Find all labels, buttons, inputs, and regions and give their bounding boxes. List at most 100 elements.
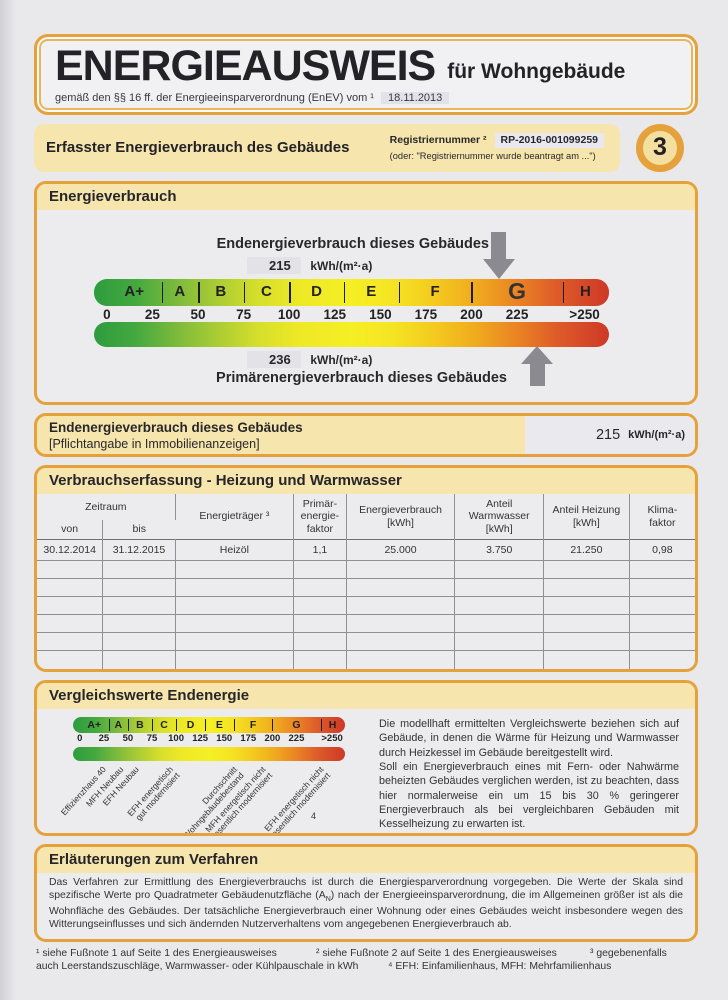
- table-cell: [293, 578, 347, 598]
- band-divider: [152, 718, 154, 731]
- band-divider: [204, 718, 206, 731]
- rating-letter-H: H: [328, 718, 337, 731]
- scale-tick: 0: [103, 306, 111, 322]
- scale-tick: 25: [98, 732, 110, 744]
- table-cell: [37, 650, 104, 669]
- table-cell: [174, 650, 295, 669]
- table-col-header: Primär- energie- faktor: [293, 493, 347, 540]
- table-col-header: Energieträger ³: [175, 493, 295, 540]
- col-header-zeitraum: Zeitraum: [37, 493, 176, 520]
- law-date: 18.11.2013: [381, 91, 450, 104]
- rating-letter-A: A: [114, 718, 123, 731]
- band-divider: [343, 281, 346, 303]
- page-title-suffix: für Wohngebäude: [447, 59, 626, 83]
- band-divider: [562, 281, 565, 303]
- table-cell: 1,1: [293, 539, 347, 562]
- mandatory-line2: [Pflichtangabe in Immobilienanzeigen]: [49, 436, 260, 451]
- scale-tick: 125: [192, 732, 209, 744]
- scale-tick: 150: [216, 732, 233, 744]
- rating-tick-row: 0 25 50 75 100 125 150 175 200 225 >250: [94, 306, 609, 322]
- rating-letter-E: E: [366, 283, 377, 301]
- scale-tick: 50: [190, 306, 206, 322]
- end-energy-arrow-down-icon: [482, 231, 515, 279]
- table-cell: [454, 632, 545, 652]
- rating-lower-bar: [94, 321, 609, 347]
- scale-tick: 175: [240, 732, 257, 744]
- end-energy-label: Endenergieverbrauch dieses Gebäudes: [216, 235, 489, 252]
- section-banner: Erfasster Energieverbrauch des Gebäudes …: [34, 123, 620, 172]
- table-cell: [37, 596, 104, 616]
- table-row: [37, 578, 695, 598]
- table-cell: 30.12.2014: [37, 539, 104, 562]
- primary-energy-unit: kWh/(m²·a): [310, 352, 373, 367]
- comparison-lower-bar: [73, 746, 345, 761]
- table-cell: [293, 632, 347, 652]
- table-cell: [454, 614, 545, 634]
- table-cell: [102, 596, 176, 616]
- table-cell: 31.12.2015: [102, 539, 176, 562]
- table-cell: [102, 614, 176, 634]
- table-cell: [37, 560, 104, 580]
- scale-tick: 100: [277, 306, 301, 322]
- band-divider: [289, 281, 291, 303]
- table-cell: [345, 632, 456, 652]
- table-cell: [543, 650, 630, 669]
- comparison-benchmark-labels: 4 Effizienzhaus 40 MFH Neubau EFH Neubau EF…: [59, 761, 345, 833]
- table-cell: [628, 596, 695, 616]
- table-cell: [628, 560, 695, 580]
- comparison-explanation-text: Die modellhaft ermittelten Vergleichswer…: [369, 717, 683, 831]
- rating-letter-C: C: [160, 718, 168, 731]
- table-cell: [37, 614, 104, 634]
- table-cell: [345, 596, 456, 616]
- mandatory-value: 215: [595, 426, 621, 443]
- table-cell: [37, 632, 104, 652]
- col-header-bis: bis: [132, 523, 146, 536]
- comparison-band-bar: A+ A B C D E F G H: [73, 716, 345, 733]
- scale-tick: 0: [77, 732, 83, 744]
- comparison-scale-area: A+ A B C D E F G H 0 25 50 75 100 125 150 175 200 225 >250…: [57, 716, 369, 833]
- registry-alt-text: (oder: "Registriernummer wurde beantragt…: [389, 150, 596, 161]
- primary-energy-value: 236: [247, 350, 301, 368]
- band-divider: [233, 718, 235, 731]
- band-divider: [176, 718, 178, 731]
- table-row: [37, 650, 695, 669]
- table-cell: [174, 578, 295, 598]
- table-cell: [293, 596, 347, 616]
- band-divider: [272, 718, 274, 731]
- band-divider: [471, 281, 473, 303]
- table-row: [37, 560, 695, 580]
- table-cell: [543, 560, 630, 580]
- scale-tick: 225: [288, 732, 305, 744]
- scale-tick: 175: [414, 306, 438, 322]
- comparison-paragraph-1: Die modellhaft ermittelten Vergleichswer…: [379, 717, 679, 759]
- law-reference-line: gemäß den §§ 16 ff. der Energieeinsparve…: [55, 91, 677, 104]
- registry-value: RP-2016-001099259: [494, 133, 604, 148]
- explanation-subscript: N: [325, 896, 331, 904]
- mandatory-line1: Endenergieverbrauch dieses Gebäudes: [49, 419, 303, 435]
- table-cell: [543, 596, 630, 616]
- rating-letter-D: D: [311, 283, 322, 301]
- table-cell: [345, 560, 456, 580]
- table-cell: 25.000: [345, 539, 456, 562]
- table-cell: [293, 614, 347, 634]
- scale-tick: 150: [369, 306, 392, 322]
- law-reference-text: gemäß den §§ 16 ff. der Energieeinsparve…: [55, 91, 374, 104]
- explanation-section: Erläuterungen zum Verfahren Das Verfahre…: [34, 843, 698, 942]
- primary-energy-value-row: 236 kWh/(m²·a): [247, 350, 373, 368]
- rating-letter-G: G: [292, 718, 301, 731]
- table-row: [37, 614, 695, 634]
- mandatory-label-block: Endenergieverbrauch dieses Gebäudes [Pfl…: [37, 416, 525, 454]
- rating-letter-C: C: [260, 283, 272, 301]
- table-cell: [345, 650, 456, 669]
- footnote-1: ¹ siehe Fußnote 1 auf Seite 1 des Energi…: [36, 947, 277, 959]
- scale-tick: 75: [236, 306, 252, 322]
- table-cell: Heizöl: [174, 539, 295, 562]
- scale-tick: >250: [321, 732, 343, 744]
- scale-tick: 225: [505, 306, 529, 322]
- table-cell: [454, 650, 545, 669]
- rating-letter-D: D: [186, 718, 195, 731]
- band-divider: [320, 718, 322, 731]
- band-divider: [161, 281, 164, 303]
- rating-letter-B: B: [215, 283, 227, 301]
- table-cell: [543, 632, 630, 652]
